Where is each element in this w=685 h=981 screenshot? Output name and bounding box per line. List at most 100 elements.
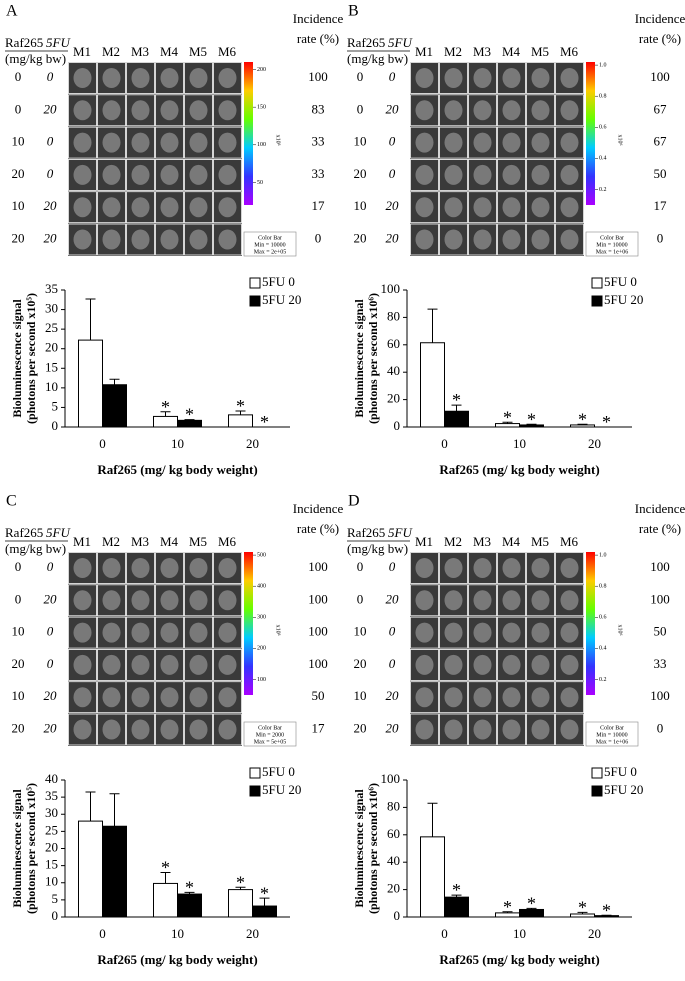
fu-dose: 20	[44, 591, 58, 606]
tumor	[189, 687, 208, 708]
raf-dose: 20	[354, 230, 367, 245]
tumor	[502, 229, 521, 250]
tumor	[73, 590, 92, 611]
image-cell	[184, 94, 213, 127]
tumor	[160, 100, 179, 121]
tumor	[560, 164, 579, 185]
legend-label: 5FU 0	[604, 764, 637, 779]
tumor	[560, 558, 579, 578]
y-tick-label: 60	[387, 336, 400, 351]
mouse-label: M4	[502, 44, 521, 59]
unit-label: (mg/kg bw)	[5, 51, 66, 66]
colorbar-label: 0.4	[599, 646, 607, 652]
tumor	[473, 719, 492, 740]
chart: 0 5 10 15 20 25 30 35 40 0 10 20 * * 5FU 0 * * 5FU 20 Biol…	[10, 764, 302, 967]
tumor	[473, 68, 492, 88]
tumor	[415, 164, 434, 185]
tumor	[131, 558, 150, 578]
bar	[444, 410, 469, 428]
mouse-label: M2	[102, 534, 120, 549]
raf-dose: 20	[12, 230, 25, 245]
tumor	[218, 590, 237, 611]
tumor	[160, 164, 179, 185]
y-tick-label: 25	[45, 822, 58, 837]
incidence-rate: 100	[308, 656, 328, 671]
colorbar-box-text: Max = 2e+05	[254, 249, 286, 255]
y-tick-label: 80	[387, 308, 400, 323]
tumor	[444, 132, 463, 153]
mouse-label: M1	[415, 534, 433, 549]
y-tick-label: 40	[45, 771, 58, 786]
tumor	[102, 687, 121, 708]
significance: *	[503, 897, 512, 917]
y-axis-label: Bioluminescence signal	[352, 789, 366, 908]
image-grid	[410, 552, 584, 746]
colorbar-box-text: Color Bar	[600, 725, 624, 731]
tumor	[218, 164, 237, 185]
raf-dose: 20	[354, 166, 367, 181]
fu-dose: 20	[386, 688, 400, 703]
fu-dose: 20	[386, 230, 400, 245]
incidence-rate: 17	[312, 198, 326, 213]
mouse-label: M3	[131, 534, 149, 549]
significance: *	[260, 883, 269, 903]
incidence-rate: 17	[654, 198, 668, 213]
y-axis-label: Bioluminescence signal	[352, 299, 366, 418]
colorbar-label: 150	[257, 105, 266, 111]
tumor	[415, 132, 434, 153]
raf-dose: 0	[357, 559, 364, 574]
tumor	[444, 164, 463, 185]
raf-dose: 0	[15, 591, 22, 606]
tumor	[415, 654, 434, 675]
tumor	[189, 622, 208, 643]
tumor	[73, 558, 92, 578]
incidence-header: rate (%)	[297, 31, 339, 46]
significance: *	[527, 893, 536, 913]
tumor	[502, 197, 521, 218]
colorbar-box	[243, 721, 297, 747]
panel: B Raf265 5FU(mg/kg bw) Incidence rate (%) M1 M…	[347, 3, 685, 257]
tumor	[415, 197, 434, 218]
x-tick-label: 20	[588, 436, 601, 451]
y-tick-label: 20	[45, 839, 58, 854]
bar	[153, 415, 178, 428]
x-axis-label: Raf265 (mg/ kg body weight)	[439, 952, 599, 967]
raf-dose: 10	[12, 624, 25, 639]
unit-label: (mg/kg bw)	[347, 541, 408, 556]
mouse-label: M2	[444, 534, 462, 549]
incidence-header: Incidence	[635, 11, 685, 26]
legend-swatch	[249, 785, 261, 797]
incidence-rate: 50	[312, 688, 325, 703]
tumor	[218, 622, 237, 643]
colorbar-box-text: Max = 5e+05	[254, 739, 286, 745]
y-tick-label: 100	[381, 771, 401, 786]
incidence-rate: 33	[312, 166, 325, 181]
tumor	[73, 132, 92, 153]
tumor	[102, 197, 121, 218]
significance: *	[452, 390, 461, 410]
mouse-label: M5	[531, 44, 549, 59]
incidence-header: Incidence	[635, 501, 685, 516]
colorbar-label: 0.2	[599, 677, 607, 683]
colorbar-label: 0.6	[599, 615, 607, 621]
tumor	[131, 164, 150, 185]
fu-dose: 0	[47, 166, 54, 181]
fu-dose: 0	[47, 624, 54, 639]
error-bar	[451, 404, 462, 412]
tumor	[160, 558, 179, 578]
tumor	[444, 68, 463, 88]
incidence-rate: 50	[654, 166, 667, 181]
image-grid	[410, 62, 584, 256]
significance: *	[602, 412, 611, 432]
y-tick-label: 30	[45, 805, 58, 820]
drug2-header: 5FU	[388, 525, 413, 540]
incidence-rate: 0	[657, 720, 664, 735]
tumor	[502, 132, 521, 153]
tumor	[444, 687, 463, 708]
mouse-label: M1	[415, 44, 433, 59]
tumor	[415, 719, 434, 740]
colorbar-box	[585, 231, 639, 257]
tumor	[473, 687, 492, 708]
legend-label: 5FU 20	[262, 782, 301, 797]
